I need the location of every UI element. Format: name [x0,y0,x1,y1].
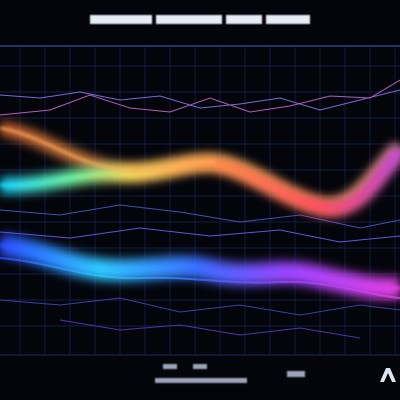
watermark [380,368,396,382]
title-illegible [90,15,310,24]
footer-illegible [155,364,305,383]
upper-band [0,121,400,217]
thin-lines [0,79,400,339]
lower-band [0,234,400,300]
